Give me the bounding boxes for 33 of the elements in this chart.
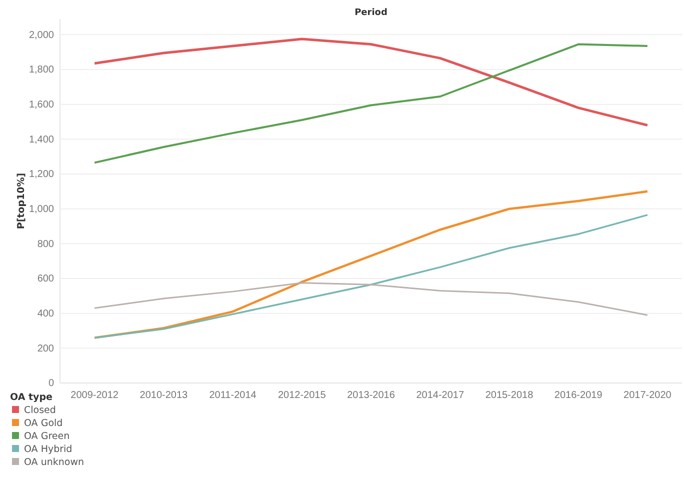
legend-label: OA Gold bbox=[24, 418, 63, 429]
y-tick-label: 2,000 bbox=[28, 30, 54, 41]
line-series bbox=[93, 190, 649, 339]
x-tick-label: 2010-2013 bbox=[140, 390, 188, 402]
y-tick-label: 1,600 bbox=[28, 100, 54, 111]
x-tick-label: 2017-2020 bbox=[624, 390, 672, 402]
line-series bbox=[93, 38, 649, 126]
x-tick-label: 2012-2015 bbox=[278, 390, 326, 402]
x-tick-label: 2013-2016 bbox=[347, 390, 396, 402]
y-tick-label: 400 bbox=[37, 308, 54, 320]
y-tick-label: 1,800 bbox=[28, 64, 54, 76]
x-tick-label: 2015-2018 bbox=[485, 390, 534, 402]
legend-label: OA Hybrid bbox=[24, 444, 72, 455]
y-tick-label: 200 bbox=[37, 343, 54, 354]
y-axis-title: P[top10%] bbox=[16, 172, 27, 230]
y-tick-label: 600 bbox=[37, 274, 54, 285]
line-series bbox=[94, 43, 648, 164]
y-tick-label: 0 bbox=[48, 378, 54, 390]
y-tick-label: 1,400 bbox=[28, 134, 54, 146]
x-tick-label: 2011-2014 bbox=[209, 390, 257, 402]
legend-title: OA type bbox=[10, 392, 52, 403]
x-tick-label: 2014-2017 bbox=[416, 390, 464, 402]
x-tick-label: 2009-2012 bbox=[70, 390, 119, 402]
legend-label: OA Green bbox=[24, 431, 70, 442]
y-tick-label: 1,200 bbox=[28, 169, 54, 180]
y-tick-label: 800 bbox=[37, 238, 54, 250]
x-tick-label: 2016-2019 bbox=[554, 390, 603, 402]
line-series bbox=[94, 282, 648, 316]
legend-label: OA unknown bbox=[24, 457, 84, 468]
legend-label: Closed bbox=[24, 405, 56, 416]
x-axis-title: Period bbox=[354, 8, 388, 18]
line-series bbox=[94, 214, 648, 339]
y-tick-label: 1,000 bbox=[28, 204, 54, 216]
